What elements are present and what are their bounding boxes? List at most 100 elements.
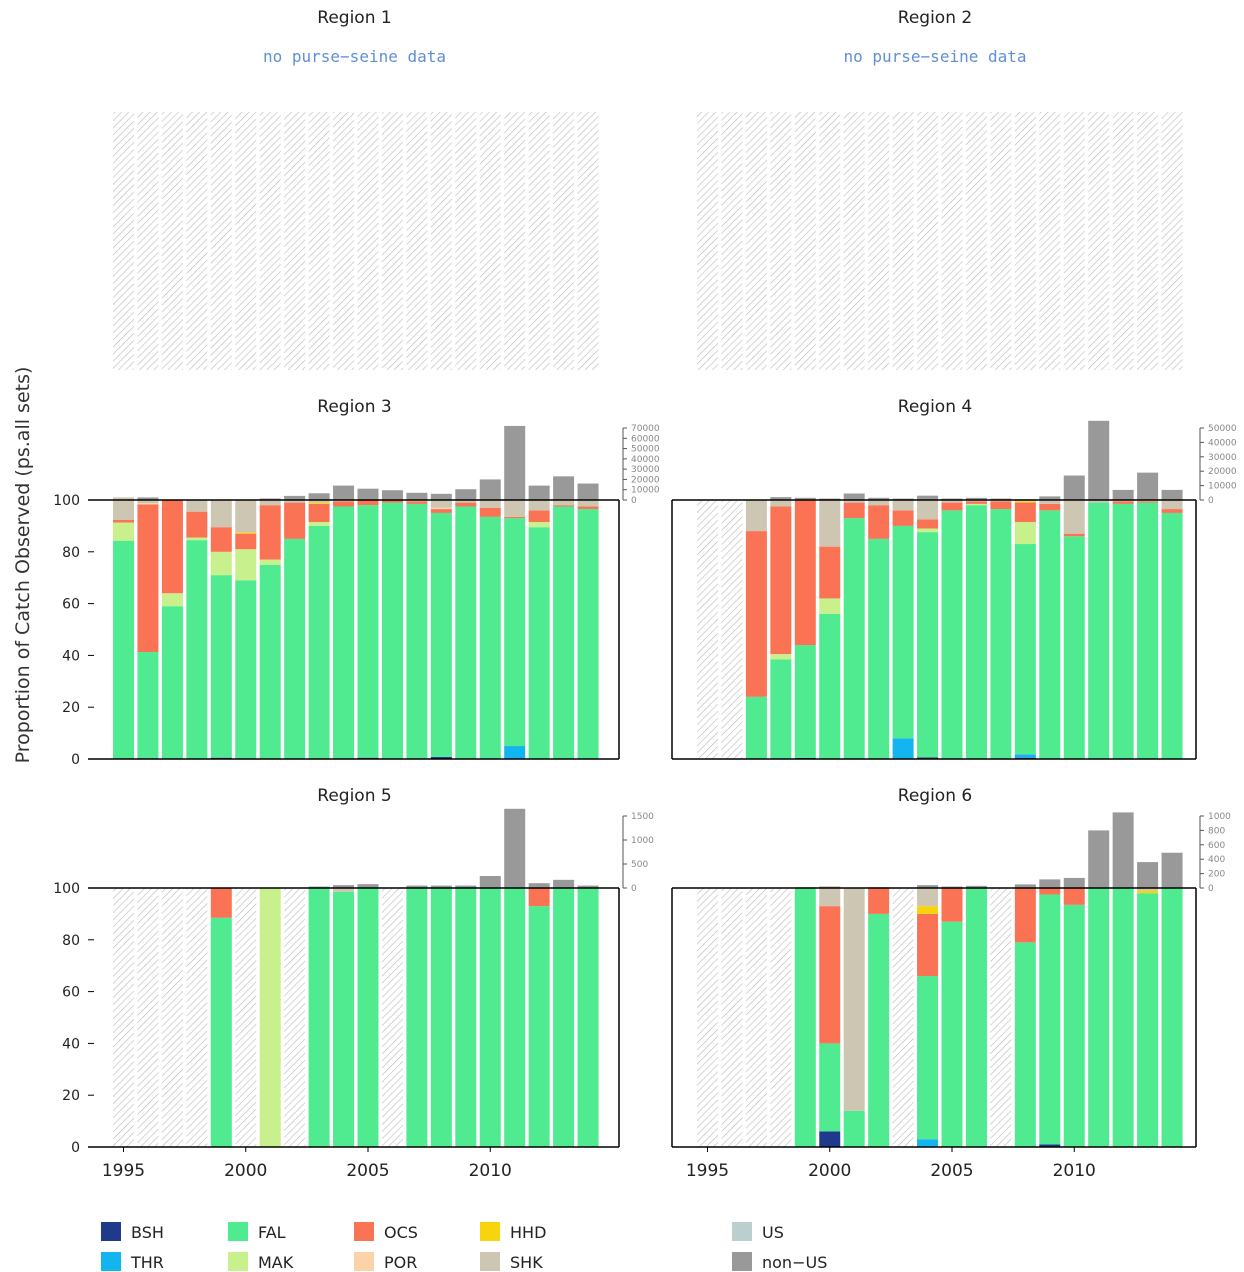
legend-item-mak: MAK (228, 1252, 294, 1272)
bar-segment-fal (504, 518, 526, 747)
bar-segment-fal (553, 506, 575, 759)
bar-segment-shk (868, 500, 890, 506)
y-tick-label: 0 (71, 752, 80, 768)
bar-segment-fal (868, 913, 890, 1147)
bar-segment-fal (479, 888, 501, 1147)
no-data-bar (697, 500, 718, 759)
catch-total-bar (1137, 472, 1159, 500)
no-data-bar (1161, 112, 1183, 370)
bar-segment-shk (137, 500, 159, 504)
panel-region-6: Region 6 0 200 400 600 800 1000 1995 2000 2005 201… (671, 786, 1231, 1181)
bar-segment-shk (235, 500, 257, 533)
bar-segment-fal (1063, 536, 1085, 759)
legend-label: HHD (510, 1223, 546, 1242)
catch-total-bar (333, 885, 355, 888)
catch-total-bar (137, 497, 159, 500)
bar-segment-fal (1137, 893, 1159, 1147)
catch-tick-label: 500 (631, 860, 648, 870)
bar-segment-fal (186, 540, 208, 759)
no-data-bar (235, 112, 257, 370)
catch-total-bar (965, 497, 987, 500)
no-data-bar (553, 112, 575, 370)
bar-segment-fal (1137, 502, 1159, 759)
no-data-bar (1063, 112, 1085, 370)
bar-segment-ocs (161, 500, 183, 594)
legend-swatch (228, 1252, 248, 1271)
bar-segment-fal (917, 976, 939, 1140)
no-data-bar (137, 112, 159, 370)
x-tick-label: 1995 (686, 1161, 729, 1181)
catch-total-bar (406, 885, 428, 888)
panel-title: Region 4 (898, 397, 972, 417)
catch-total-bar (406, 492, 428, 500)
no-data-bar (868, 112, 890, 370)
x-tick-label: 1995 (102, 1161, 145, 1181)
no-data-bar (284, 112, 306, 370)
legend-item-hhd: HHD (480, 1222, 546, 1242)
no-data-bar (528, 112, 550, 370)
catch-total-bar (504, 425, 526, 500)
bar-segment-fal (819, 613, 841, 759)
bar-segment-shk (553, 500, 575, 506)
catch-tick-label: 600 (1208, 841, 1225, 851)
bar-segment-ocs (284, 502, 306, 539)
bar-segment-fal (308, 888, 330, 1147)
bar-segment-ocs (794, 500, 816, 646)
bar-segment-fal (553, 888, 575, 1147)
catch-tick-label: 0 (1208, 496, 1214, 506)
catch-total-bar (1112, 812, 1134, 888)
bar-segment-ocs (770, 506, 792, 655)
bar-segment-fal (1088, 502, 1110, 759)
bar-segment-mak (259, 888, 281, 1147)
catch-total-bar (553, 879, 575, 888)
bar-segment-shk (113, 497, 134, 520)
bar-segment-fal (308, 525, 330, 759)
no-data-bar (721, 888, 743, 1147)
bar-segment-shk (577, 500, 599, 507)
no-data-bar (479, 112, 501, 370)
bar-segment-shk (843, 888, 865, 1111)
bar-segment-fal (1063, 904, 1085, 1147)
catch-tick-label: 10000 (631, 486, 660, 496)
catch-tick-label: 400 (1208, 855, 1225, 865)
catch-total-bar (333, 485, 355, 500)
bar-segment-fal (1161, 512, 1183, 759)
bar-segment-bsh (430, 756, 452, 759)
catch-total-bar (1161, 489, 1183, 500)
catch-total-bar (1014, 884, 1036, 888)
bar-segment-ocs (528, 510, 550, 523)
bar-segment-shk (479, 500, 501, 508)
bar-segment-ocs (745, 531, 767, 697)
bar-segment-shk (892, 500, 914, 511)
bar-segment-fal (504, 888, 526, 1147)
catch-tick-label: 20000 (631, 475, 660, 485)
bar-segment-thr (1014, 754, 1036, 758)
bar-segment-ocs (1112, 501, 1134, 504)
panel-region-4: Region 4 0 10000 20000 30000 40000 50000 (671, 397, 1237, 760)
legend-swatch (228, 1222, 248, 1241)
legend-label: SHK (510, 1253, 543, 1272)
legend-swatch (101, 1222, 121, 1241)
legend-label: THR (130, 1253, 164, 1272)
bar-segment-shk (430, 500, 452, 508)
bar-segment-mak (819, 598, 841, 614)
bar-segment-por (137, 503, 159, 505)
no-data-bar (1039, 112, 1061, 370)
bar-segment-bsh (917, 757, 939, 759)
catch-total-bar (1039, 879, 1061, 888)
no-data-bar (186, 888, 208, 1147)
y-tick-label: 60 (62, 597, 80, 613)
y-tick-label: 0 (71, 1140, 80, 1156)
legend-label: BSH (131, 1223, 164, 1242)
catch-total-bar (1137, 862, 1159, 888)
no-data-bar (745, 888, 767, 1147)
bar-segment-fal (113, 540, 134, 759)
catch-total-bar (528, 883, 550, 888)
panel-title: Region 6 (898, 786, 972, 806)
bar-segment-shk (1039, 500, 1061, 504)
legend-item-por: POR (354, 1252, 417, 1272)
no-data-bar (333, 112, 355, 370)
bar-segment-mak (210, 551, 232, 576)
legend-swatch (101, 1252, 121, 1271)
